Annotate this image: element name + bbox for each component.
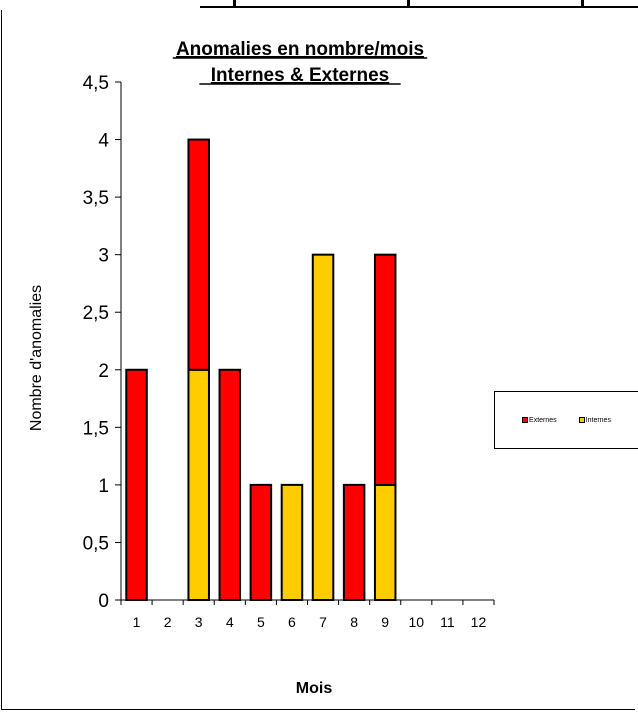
- bars: [125, 138, 397, 602]
- chart-title-line: Anomalies en nombre/mois: [176, 39, 424, 60]
- top-border-strip: [0, 0, 638, 8]
- y-tick-label: 0,5: [83, 533, 109, 554]
- x-tick-label: 3: [195, 614, 203, 630]
- y-tick-label: 4,5: [83, 73, 109, 94]
- chart-legend: Externes Internes: [494, 391, 638, 449]
- top-border-tick: [581, 0, 584, 8]
- bar-externes: [342, 483, 366, 601]
- x-tick-label: 5: [257, 614, 265, 630]
- legend-item-externes: Externes: [522, 417, 557, 424]
- y-tick-label: 3,5: [83, 188, 109, 209]
- x-tick-label: 7: [319, 614, 327, 630]
- x-tick-label: 9: [381, 614, 389, 630]
- x-tick-label: 2: [164, 614, 172, 630]
- y-axis-label: Nombre d'anomalies: [28, 285, 45, 431]
- y-tick-label: 1,5: [83, 418, 109, 439]
- bar-externes: [218, 368, 242, 601]
- x-tick-label: 11: [440, 614, 455, 630]
- y-tick-label: 0: [98, 591, 109, 612]
- x-tick-label: 6: [288, 614, 296, 630]
- top-border-line: [200, 0, 638, 8]
- y-tick-label: 1: [98, 476, 109, 497]
- x-tick-label: 1: [133, 614, 141, 630]
- bar-internes: [187, 368, 210, 601]
- top-border-tick: [407, 0, 410, 8]
- top-border-tick: [233, 0, 236, 8]
- x-axis: 1 2 3 4 5 6 7 8 9 10 11 12: [120, 599, 495, 630]
- y-axis: 0 0,5 1 1,5 2 2,5 3 3,5 4 4,5: [83, 73, 122, 612]
- legend-swatch-externes: [522, 417, 529, 423]
- legend-label-internes: Internes: [585, 416, 611, 424]
- y-tick-label: 2: [98, 361, 109, 382]
- y-tick-label: 2,5: [83, 303, 109, 324]
- x-axis-label: Mois: [296, 680, 333, 697]
- bar-internes: [373, 483, 397, 601]
- bar-externes: [125, 368, 148, 601]
- x-tick-label: 10: [409, 614, 425, 630]
- bar-externes: [249, 483, 273, 601]
- bar-internes: [280, 483, 304, 601]
- x-tick-label: 8: [350, 614, 358, 630]
- chart-title-line: Internes & Externes: [211, 65, 389, 86]
- bar-externes: [373, 253, 397, 486]
- x-tick-label: 12: [471, 614, 487, 630]
- y-tick-label: 3: [98, 246, 109, 267]
- y-tick-label: 4: [98, 131, 109, 152]
- chart-frame: [1, 10, 635, 710]
- legend-swatch-internes: [578, 417, 585, 423]
- x-tick-label: 4: [226, 614, 234, 630]
- legend-label-externes: Externes: [529, 416, 557, 424]
- bar-internes: [311, 253, 335, 602]
- chart-title: Anomalies en nombre/mois Internes & Exter…: [172, 39, 428, 86]
- bar-externes: [187, 138, 210, 371]
- legend-item-internes: Internes: [578, 416, 611, 424]
